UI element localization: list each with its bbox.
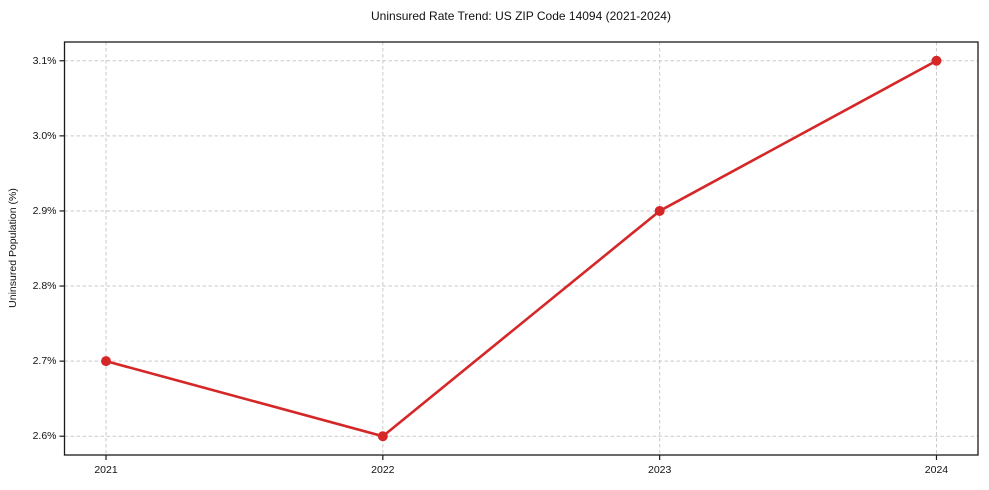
y-tick-label: 3.1% bbox=[32, 54, 57, 67]
plot-border bbox=[63, 41, 979, 456]
data-point-marker bbox=[654, 205, 665, 216]
y-tick-label: 2.6% bbox=[32, 430, 57, 443]
x-tick-label: 2023 bbox=[647, 464, 672, 476]
trend-line bbox=[104, 59, 938, 438]
data-point-marker bbox=[101, 356, 112, 367]
x-tick-label: 2021 bbox=[94, 464, 118, 476]
data-point-marker bbox=[931, 55, 942, 66]
x-tick-label: 2024 bbox=[924, 464, 949, 476]
x-tick-label: 2022 bbox=[371, 464, 395, 476]
chart-title: Uninsured Rate Trend: US ZIP Code 14094 … bbox=[371, 9, 671, 23]
y-tick-label: 2.8% bbox=[32, 280, 57, 293]
y-tick-label: 2.7% bbox=[32, 355, 57, 368]
y-tick-label: 3.0% bbox=[32, 129, 57, 142]
y-tick-label: 2.9% bbox=[32, 204, 57, 217]
data-point-marker bbox=[377, 431, 388, 442]
